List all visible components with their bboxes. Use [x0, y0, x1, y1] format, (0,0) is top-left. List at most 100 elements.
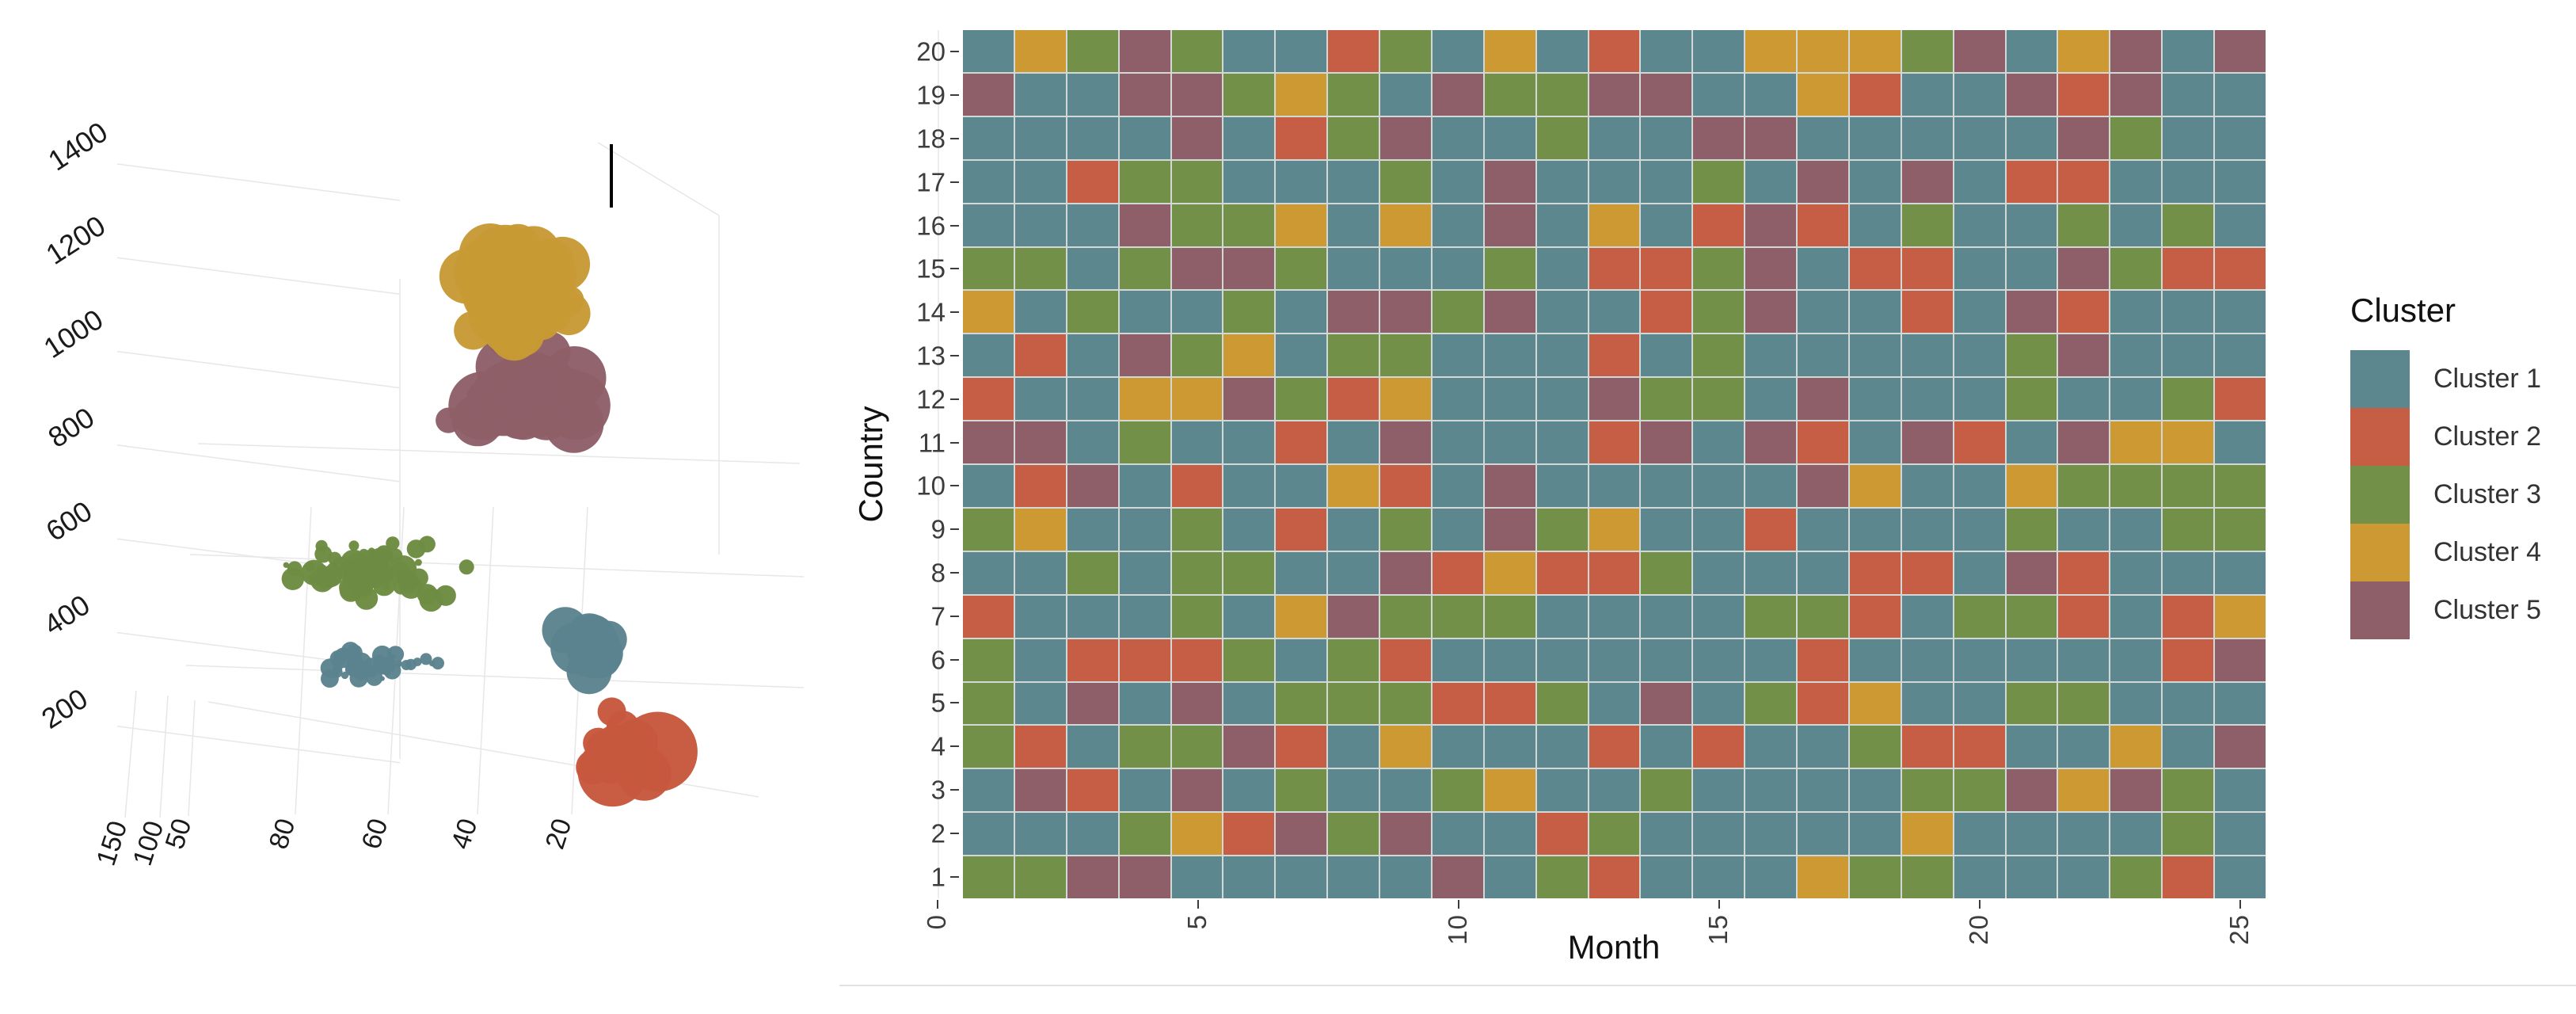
heatmap-cell — [1901, 551, 1953, 594]
heatmap-cell — [963, 508, 1014, 551]
heatmap-cell — [1901, 856, 1953, 898]
wireframe-gridline — [116, 163, 401, 201]
heatmap-cell — [2163, 73, 2214, 116]
heatmap-cell — [1328, 726, 1379, 768]
heatmap-cell — [1954, 73, 2005, 116]
heatmap-cell — [1954, 856, 2005, 898]
cluster-5-purple-bubble — [493, 356, 548, 412]
heatmap-cell — [1484, 291, 1535, 334]
heatmap-cell — [2110, 508, 2162, 551]
cluster-3-green-bubble — [415, 558, 422, 566]
heatmap-cell — [1276, 769, 1327, 812]
y-tick-mark — [950, 51, 959, 53]
heatmap-cell — [2163, 551, 2214, 594]
heatmap-cell — [1067, 421, 1118, 463]
heatmap-cell — [2215, 334, 2266, 377]
y-tick-label: 1 — [930, 862, 946, 892]
x-tick-mark — [1979, 900, 1981, 909]
heatmap-cell — [1589, 160, 1640, 203]
heatmap-cell — [1849, 291, 1901, 334]
heatmap-cell — [1745, 465, 1797, 507]
heatmap-cell — [1223, 595, 1275, 638]
heatmap-cell — [1693, 682, 1745, 725]
y-tick-mark — [950, 832, 959, 834]
heatmap-cell — [1276, 247, 1327, 290]
heatmap-cell — [2058, 116, 2110, 159]
heatmap-cell — [1119, 421, 1170, 463]
heatmap-cell — [2215, 116, 2266, 159]
heatmap-cell — [1745, 813, 1797, 856]
x-tick-mark — [937, 900, 938, 909]
x-tick-label: 15 — [1703, 914, 1733, 945]
heatmap-cell — [1589, 204, 1640, 246]
y-tick-mark — [950, 485, 959, 487]
heatmap-cell — [1380, 247, 1431, 290]
heatmap-cell — [1589, 813, 1640, 856]
heatmap-cell — [1798, 813, 1848, 856]
heatmap-cell — [1954, 465, 2005, 507]
legend-item: Cluster 1 — [2350, 350, 2541, 408]
heatmap-cell — [1014, 160, 1066, 203]
heatmap-cell — [1171, 551, 1223, 594]
heatmap-cell — [1901, 421, 1953, 463]
heatmap-cell — [1745, 378, 1797, 421]
heatmap-cell — [2163, 30, 2214, 72]
heatmap-cell — [2058, 291, 2110, 334]
cluster-3-green-bubble — [315, 564, 328, 576]
heatmap-cell — [2006, 30, 2057, 72]
heatmap-cell — [1171, 856, 1223, 898]
heatmap-cell — [963, 160, 1014, 203]
heatmap-cell — [1901, 116, 1953, 159]
heatmap-cell — [1641, 813, 1692, 856]
heatmap-cell — [2058, 465, 2110, 507]
heatmap-cell — [1014, 813, 1066, 856]
y-tick-mark — [950, 875, 959, 878]
heatmap-cell — [2215, 421, 2266, 463]
heatmap-cell — [1432, 116, 1483, 159]
heatmap-cell — [1171, 595, 1223, 638]
heatmap-cell — [1849, 73, 1901, 116]
heatmap-cell — [1119, 160, 1170, 203]
heatmap-cell — [1014, 378, 1066, 421]
heatmap-cell — [1067, 378, 1118, 421]
heatmap-cell — [963, 465, 1014, 507]
heatmap-cell — [1223, 204, 1275, 246]
cluster-3-green-bubble — [306, 562, 315, 572]
heatmap-cell — [1276, 682, 1327, 725]
wireframe-gridline — [159, 695, 169, 818]
heatmap-cell — [1067, 813, 1118, 856]
cluster-1-teal-band-bubble — [332, 666, 343, 678]
heatmap-cell — [2215, 465, 2266, 507]
heatmap-cell — [2163, 508, 2214, 551]
heatmap-cell — [1328, 30, 1379, 72]
heatmap-cell — [963, 247, 1014, 290]
heatmap-cell — [2058, 247, 2110, 290]
heatmap-cell — [1014, 30, 1066, 72]
heatmap-cell — [1484, 247, 1535, 290]
wireframe-gridline — [188, 700, 196, 817]
heatmap-cell — [1014, 291, 1066, 334]
cluster-3-green-bubble — [314, 545, 333, 563]
y-tick-label: 4 — [930, 731, 946, 761]
heatmap-cell — [1067, 856, 1118, 898]
heatmap-cell — [1171, 465, 1223, 507]
heatmap-cell — [1171, 204, 1223, 246]
x-tick-mark — [1718, 900, 1720, 909]
heatmap-cell — [1849, 856, 1901, 898]
heatmap-cell — [2215, 769, 2266, 812]
separator-line — [839, 985, 2576, 986]
heatmap-cell — [1328, 682, 1379, 725]
heatmap-cell — [1641, 726, 1692, 768]
heatmap-cell — [2215, 682, 2266, 725]
heatmap-cell — [1641, 160, 1692, 203]
heatmap-cell — [1901, 682, 1953, 725]
heatmap-cell — [1067, 291, 1118, 334]
heatmap-cell — [963, 595, 1014, 638]
heatmap-cell — [1067, 334, 1118, 377]
wireframe-gridline — [197, 443, 801, 464]
x-tick-label: 5 — [1182, 914, 1212, 930]
heatmap-cell — [1276, 465, 1327, 507]
heatmap-cell — [1798, 378, 1848, 421]
cluster-3-green-bubble — [283, 562, 289, 568]
heatmap-cell — [1067, 682, 1118, 725]
